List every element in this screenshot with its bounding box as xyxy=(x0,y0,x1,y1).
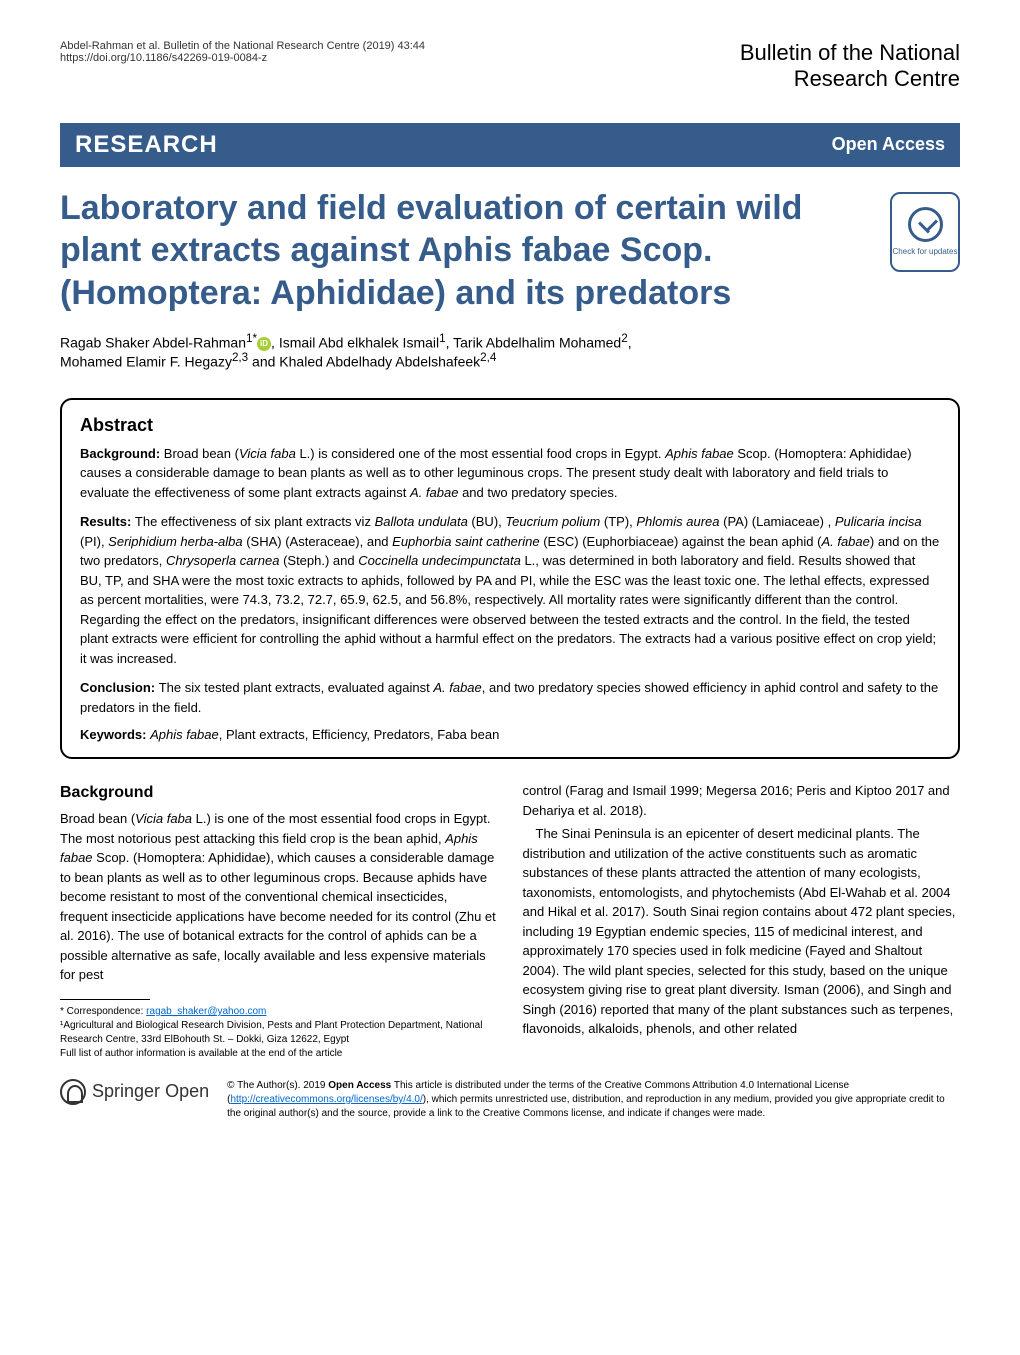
res-italic-i: Coccinella undecimpunctata xyxy=(358,553,521,568)
res-italic-c: Phlomis aurea xyxy=(636,514,719,529)
conclusion-label: Conclusion: xyxy=(80,680,159,695)
res-text-b: (BU), xyxy=(468,514,506,529)
footnote-rule xyxy=(60,999,150,1000)
right-column: control (Farag and Ismail 1999; Megersa … xyxy=(523,781,961,1061)
bg-text-d: and two predatory species. xyxy=(458,485,617,500)
abstract-conclusion: Conclusion: The six tested plant extract… xyxy=(80,678,940,717)
authors-block: Ragab Shaker Abdel-Rahman1* , Ismail Abd … xyxy=(60,332,960,370)
abstract-results: Results: The effectiveness of six plant … xyxy=(80,512,940,668)
res-text-c: (TP), xyxy=(600,514,636,529)
res-text-e: (PI), xyxy=(80,534,108,549)
journal-name: Bulletin of the National Research Centre xyxy=(740,40,960,93)
research-bar: RESEARCH Open Access xyxy=(60,123,960,167)
res-italic-e: Seriphidium herba-alba xyxy=(108,534,242,549)
keywords-label: Keywords: xyxy=(80,727,150,742)
bg-text-b: L.) is considered one of the most essent… xyxy=(296,446,665,461)
check-updates-text: Check for updates xyxy=(893,247,958,256)
res-text-j: L., was determined in both laboratory an… xyxy=(80,553,936,666)
article-title: Laboratory and field evaluation of certa… xyxy=(60,187,875,315)
left-column: Background Broad bean (Vicia faba L.) is… xyxy=(60,781,498,1061)
springer-text: Springer Open xyxy=(92,1079,209,1104)
background-heading: Background xyxy=(60,781,498,805)
correspondence-line: * Correspondence: ragab_shaker@yahoo.com xyxy=(60,1005,498,1019)
check-updates-badge[interactable]: Check for updates xyxy=(890,192,960,272)
keywords-text: , Plant extracts, Efficiency, Predators,… xyxy=(219,727,500,742)
abstract-box: Abstract Background: Broad bean (Vicia f… xyxy=(60,398,960,760)
orcid-icon[interactable] xyxy=(257,337,271,351)
abstract-background: Background: Broad bean (Vicia faba L.) i… xyxy=(80,444,940,503)
page-footer: Springer Open © The Author(s). 2019 Open… xyxy=(60,1079,960,1121)
title-row: Laboratory and field evaluation of certa… xyxy=(60,187,960,315)
springer-logo: Springer Open xyxy=(60,1079,209,1105)
license-text: © The Author(s). 2019 Open Access This a… xyxy=(227,1079,960,1121)
page-header: Abdel-Rahman et al. Bulletin of the Nati… xyxy=(60,40,960,93)
res-italic-a: Ballota undulata xyxy=(375,514,468,529)
author-2: , Ismail Abd elkhalek Ismail xyxy=(271,335,439,351)
affiliation-1: ¹Agricultural and Biological Research Di… xyxy=(60,1019,498,1047)
journal-line-2: Research Centre xyxy=(740,66,960,92)
author-4-sup: 2,3 xyxy=(232,351,248,364)
author-3-comma: , xyxy=(628,335,632,351)
license-bold: Open Access xyxy=(328,1080,391,1091)
lp-c: Scop. (Homoptera: Aphididae), which caus… xyxy=(60,850,496,982)
check-updates-icon xyxy=(908,207,943,242)
license-link[interactable]: http://creativecommons.org/licenses/by/4… xyxy=(230,1094,422,1105)
research-label: RESEARCH xyxy=(75,131,218,159)
res-italic-d: Pulicaria incisa xyxy=(835,514,922,529)
right-paragraph-1: control (Farag and Ismail 1999; Megersa … xyxy=(523,781,961,820)
res-text-f: (SHA) (Asteraceae), and xyxy=(243,534,393,549)
license-a: © The Author(s). 2019 xyxy=(227,1080,328,1091)
correspondence-label: * Correspondence: xyxy=(60,1006,146,1017)
res-italic-b: Teucrium polium xyxy=(505,514,600,529)
author-5-sup: 2,4 xyxy=(480,351,496,364)
res-italic-f: Euphorbia saint catherine xyxy=(392,534,539,549)
res-text-g: (ESC) (Euphorbiaceae) against the bean a… xyxy=(540,534,822,549)
results-label: Results: xyxy=(80,514,135,529)
citation-block: Abdel-Rahman et al. Bulletin of the Nati… xyxy=(60,40,425,64)
lp-i1: Vicia faba xyxy=(135,811,192,826)
author-4: Mohamed Elamir F. Hegazy xyxy=(60,354,232,370)
background-label: Background: xyxy=(80,446,164,461)
res-text-d: (PA) (Lamiaceae) , xyxy=(720,514,835,529)
lp-a: Broad bean ( xyxy=(60,811,135,826)
bg-italic-b: Aphis fabae xyxy=(665,446,734,461)
open-access-label: Open Access xyxy=(832,134,945,155)
author-1: Ragab Shaker Abdel-Rahman xyxy=(60,335,246,351)
doi-line: https://doi.org/10.1186/s42269-019-0084-… xyxy=(60,52,425,64)
author-5: and Khaled Abdelhady Abdelshafeek xyxy=(248,354,480,370)
footnotes: * Correspondence: ragab_shaker@yahoo.com… xyxy=(60,1005,498,1061)
author-1-sup: 1* xyxy=(246,332,257,345)
res-italic-h: Chrysoperla carnea xyxy=(166,553,279,568)
journal-line-1: Bulletin of the National xyxy=(740,40,960,66)
res-text-i: (Steph.) and xyxy=(279,553,358,568)
abstract-heading: Abstract xyxy=(80,415,940,436)
res-text-a: The effectiveness of six plant extracts … xyxy=(135,514,375,529)
open-word: Open xyxy=(165,1081,209,1101)
bg-italic-c: A. fabae xyxy=(410,485,458,500)
affiliation-2: Full list of author information is avail… xyxy=(60,1047,498,1061)
keywords-italic: Aphis fabae xyxy=(150,727,219,742)
body-columns: Background Broad bean (Vicia faba L.) is… xyxy=(60,781,960,1061)
right-paragraph-2: The Sinai Peninsula is an epicenter of d… xyxy=(523,824,961,1039)
bg-text-a: Broad bean ( xyxy=(164,446,239,461)
citation-line: Abdel-Rahman et al. Bulletin of the Nati… xyxy=(60,40,425,52)
author-3: , Tarik Abdelhalim Mohamed xyxy=(446,335,622,351)
left-paragraph-1: Broad bean (Vicia faba L.) is one of the… xyxy=(60,809,498,985)
conc-text-a: The six tested plant extracts, evaluated… xyxy=(159,680,434,695)
res-italic-g: A. fabae xyxy=(821,534,869,549)
springer-word: Springer xyxy=(92,1081,160,1101)
conc-italic-a: A. fabae xyxy=(433,680,481,695)
springer-icon xyxy=(60,1079,86,1105)
keywords-line: Keywords: Aphis fabae, Plant extracts, E… xyxy=(80,727,940,742)
correspondence-email[interactable]: ragab_shaker@yahoo.com xyxy=(146,1006,266,1017)
bg-italic-a: Vicia faba xyxy=(239,446,296,461)
